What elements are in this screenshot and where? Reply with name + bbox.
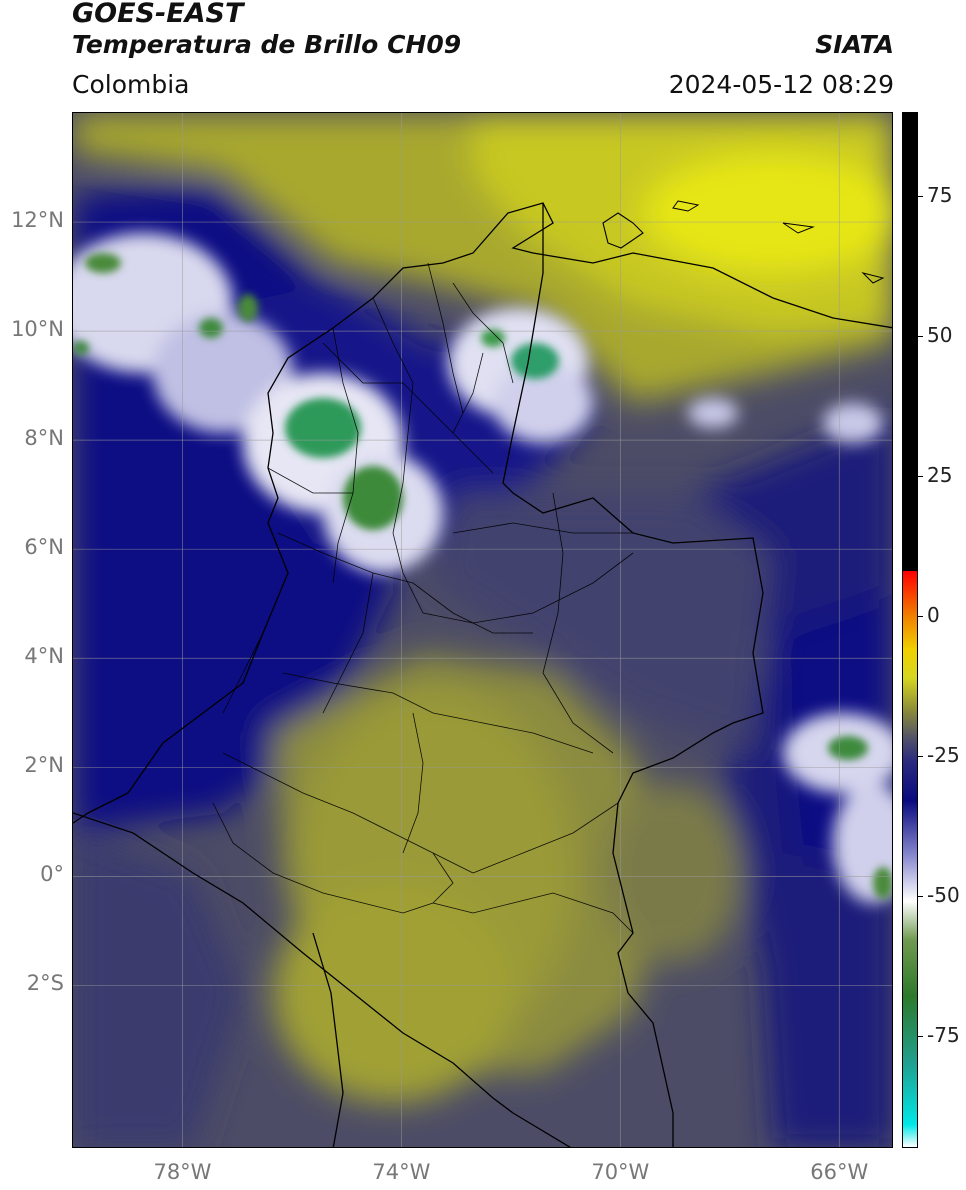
colorbar-tick-mark <box>918 335 923 337</box>
longitude-tick-label: 70°W <box>591 1160 650 1184</box>
latitude-tick-label: 12°N <box>11 208 64 233</box>
latitude-tick-label: 4°N <box>24 644 64 669</box>
colorbar-tick-mark <box>918 755 923 757</box>
region-label: Colombia <box>72 70 190 99</box>
colorbar-tick-label: -50 <box>927 883 960 907</box>
country-borders <box>73 200 892 1147</box>
longitude-tick-label: 66°W <box>810 1160 869 1184</box>
brightness-temperature-map <box>72 112 893 1148</box>
gridlines <box>73 113 892 1147</box>
latitude-tick-label: 6°N <box>24 535 64 560</box>
colorbar-tick-label: 25 <box>927 463 953 487</box>
colorbar-tick-label: 75 <box>927 183 953 207</box>
department-borders <box>212 262 634 934</box>
colorbar-tick-mark <box>918 195 923 197</box>
colorbar-tick-mark <box>918 1035 923 1037</box>
longitude-tick-label: 78°W <box>153 1160 212 1184</box>
colorbar-tick-label: 50 <box>927 323 953 347</box>
colorbar-tick-label: -75 <box>927 1023 960 1047</box>
datetime-label: 2024-05-12 08:29 <box>668 70 894 99</box>
satellite-title: GOES-EAST <box>72 0 244 29</box>
colorbar-tick-label: -25 <box>927 743 960 767</box>
organization-label: SIATA <box>815 30 894 59</box>
deep-convection-cores <box>73 253 892 899</box>
product-title: Temperatura de Brillo CH09 <box>72 30 462 59</box>
colorbar-tick-mark <box>918 615 923 617</box>
latitude-tick-label: 2°N <box>24 753 64 778</box>
colorbar <box>902 112 918 1148</box>
latitude-tick-label: 2°S <box>26 971 64 996</box>
latitude-tick-label: 0° <box>40 862 64 887</box>
latitude-tick-label: 10°N <box>11 317 64 342</box>
longitude-tick-label: 74°W <box>372 1160 431 1184</box>
colorbar-tick-mark <box>918 475 923 477</box>
colorbar-tick-label: 0 <box>927 603 940 627</box>
latitude-tick-label: 8°N <box>24 426 64 451</box>
colorbar-tick-mark <box>918 895 923 897</box>
